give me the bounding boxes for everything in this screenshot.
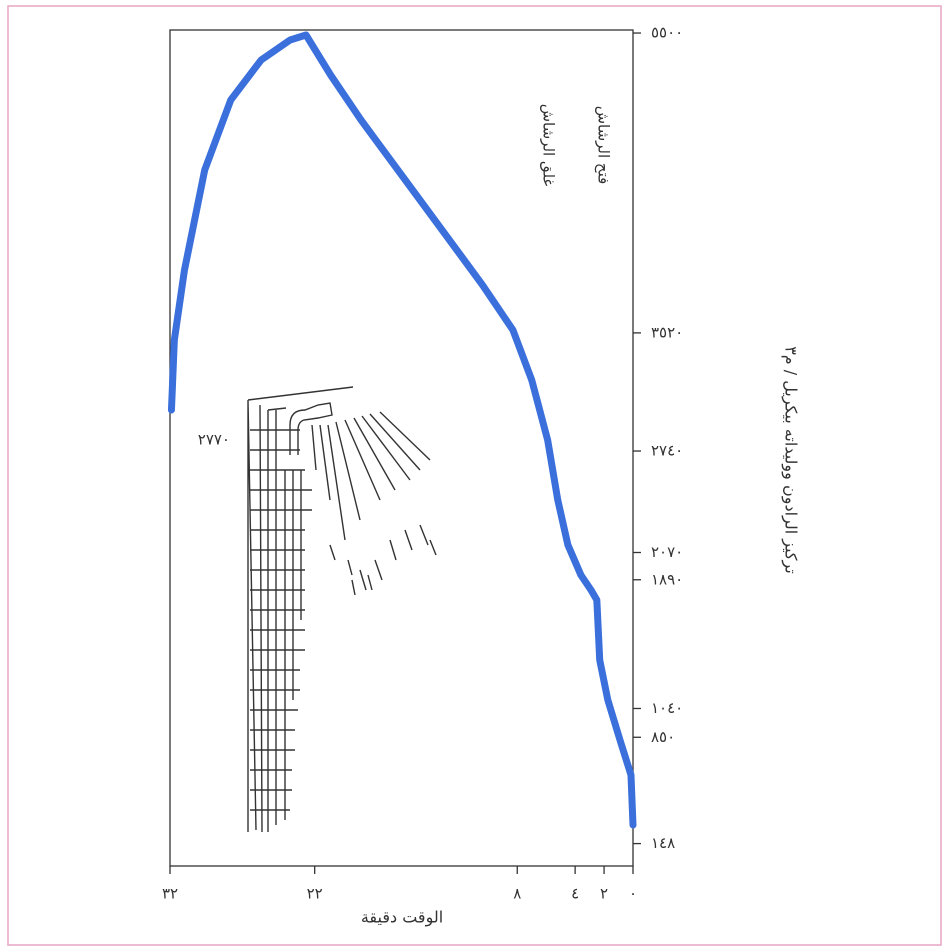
- y-tick-label: ٢٠٧٠: [651, 543, 683, 561]
- y-tick-label: ٢٧٤٠: [651, 442, 683, 460]
- x-tick-label: ٨: [513, 885, 521, 903]
- annotation: فتح الرشاش: [595, 106, 613, 185]
- shower-illustration: [247, 386, 437, 833]
- frame: [7, 5, 942, 946]
- x-tick-label: ٠: [629, 885, 637, 903]
- annotation: غلق الرشاش: [540, 104, 558, 187]
- x-tick-label: ٢٢: [307, 885, 323, 903]
- annotation: ٢٧٧٠: [198, 431, 230, 449]
- x-tick-label: ٢: [600, 885, 608, 903]
- y-axis-label: تركيز الرادون ووليداته بيكريل / م٣: [781, 346, 801, 574]
- x-tick-label: ٣٢: [162, 885, 178, 903]
- y-tick-label: ١٨٩٠: [651, 570, 683, 588]
- y-tick-label: ٨٥٠: [651, 728, 675, 746]
- y-tick-label: ١٠٤٠: [651, 699, 683, 717]
- x-tick-label: ٤: [571, 885, 579, 903]
- y-tick-label: ٣٥٢٠: [651, 323, 683, 341]
- x-axis-label: الوقت دقيقة: [361, 908, 443, 928]
- data-line: [167, 31, 637, 829]
- y-tick-label: ٥٥٠٠: [651, 24, 683, 42]
- plot-frame: [169, 29, 634, 867]
- y-tick-label: ١٤٨: [651, 834, 675, 852]
